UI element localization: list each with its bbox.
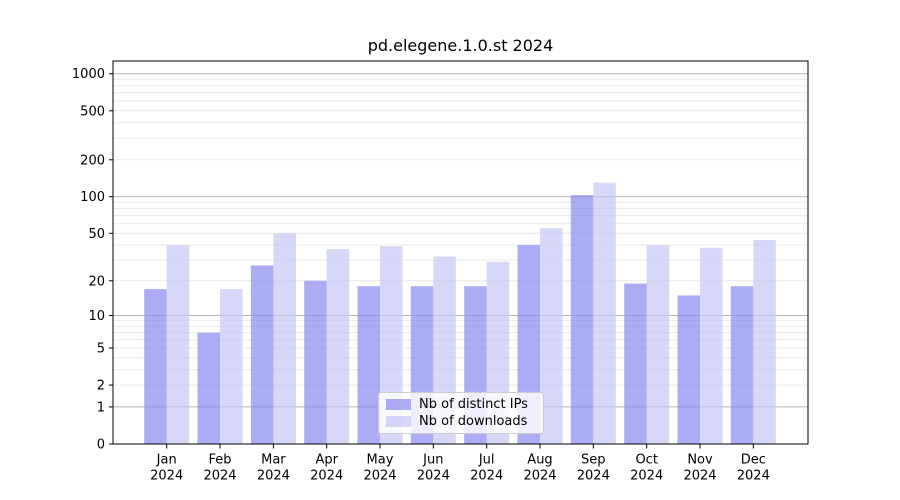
x-tick-label: Oct 2024 [630, 453, 663, 484]
bar-downloads-aug-2024 [540, 228, 563, 444]
y-tick-label: 0 [97, 438, 105, 453]
x-tick-label: Dec 2024 [737, 453, 770, 484]
bar-ips-mar-2024 [250, 265, 274, 444]
y-tick-label: 200 [80, 153, 105, 168]
bar-ips-oct-2024 [624, 283, 647, 444]
bar-downloads-feb-2024 [220, 289, 243, 444]
bar-downloads-dec-2024 [753, 240, 776, 444]
x-tick-label: Jun 2024 [417, 453, 450, 484]
bar-downloads-mar-2024 [273, 233, 296, 444]
y-tick-label: 2 [97, 379, 105, 394]
bar-ips-sep-2024 [570, 195, 594, 444]
legend-item-downloads: Nb of downloads [386, 414, 536, 429]
legend-item-distinct-ips: Nb of distinct IPs [386, 397, 536, 412]
x-tick-label: Mar 2024 [257, 453, 290, 484]
legend-label-distinct-ips: Nb of distinct IPs [419, 397, 528, 412]
x-tick-label: Apr 2024 [310, 453, 343, 484]
bar-ips-feb-2024 [197, 332, 220, 444]
y-tick-label: 50 [88, 227, 105, 242]
legend: Nb of distinct IPs Nb of downloads [378, 392, 544, 434]
x-tick-label: Aug 2024 [523, 453, 556, 484]
bar-downloads-oct-2024 [646, 245, 670, 444]
x-tick-label: Nov 2024 [683, 453, 716, 484]
x-tick-label: Jan 2024 [150, 453, 183, 484]
bar-downloads-nov-2024 [700, 247, 723, 444]
y-tick-label: 5 [97, 342, 105, 357]
plot-frame [112, 60, 809, 445]
chart-title: pd.elegene.1.0.st 2024 [367, 36, 554, 55]
bar-ips-dec-2024 [730, 286, 754, 444]
bar-downloads-apr-2024 [326, 249, 350, 444]
bar-ips-may-2024 [357, 286, 380, 444]
legend-swatch-downloads [386, 416, 411, 427]
bar-ips-jan-2024 [144, 289, 167, 444]
bar-ips-apr-2024 [304, 280, 327, 444]
bar-downloads-sep-2024 [593, 182, 616, 444]
x-tick-label: Sep 2024 [577, 453, 610, 484]
x-tick-label: May 2024 [363, 453, 396, 484]
y-tick-label: 1000 [72, 67, 105, 82]
y-tick-label: 20 [88, 274, 105, 289]
legend-swatch-distinct-ips [386, 399, 411, 410]
bar-ips-nov-2024 [677, 295, 700, 444]
y-tick-label: 1 [97, 400, 105, 415]
y-tick-label: 500 [80, 104, 105, 119]
x-tick-label: Feb 2024 [203, 453, 236, 484]
bar-downloads-jan-2024 [166, 245, 190, 444]
legend-label-downloads: Nb of downloads [419, 414, 528, 429]
y-tick-label: 10 [88, 309, 105, 324]
y-tick-label: 100 [80, 190, 105, 205]
x-tick-label: Jul 2024 [470, 453, 503, 484]
